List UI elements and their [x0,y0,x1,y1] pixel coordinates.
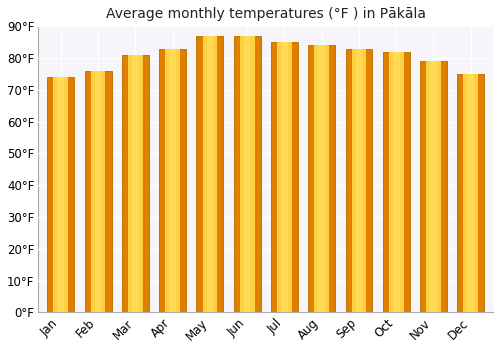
Bar [346,49,372,313]
Bar [132,55,138,313]
Bar [84,71,112,313]
Bar [389,52,404,313]
Bar [426,61,441,313]
Bar [244,36,250,313]
Bar [54,77,68,313]
Bar [464,74,478,313]
Bar [314,46,329,313]
Bar [277,42,292,313]
Bar [128,55,142,313]
Bar [159,49,186,313]
Bar [468,74,474,313]
Bar [196,36,224,313]
Title: Average monthly temperatures (°F ) in Pākāla: Average monthly temperatures (°F ) in Pā… [106,7,426,21]
Bar [90,71,106,313]
Bar [234,36,260,313]
Bar [281,42,288,313]
Bar [318,46,325,313]
Bar [206,36,213,313]
Bar [458,74,484,313]
Bar [165,49,180,313]
Bar [271,42,298,313]
Bar [356,49,362,313]
Bar [58,77,64,313]
Bar [240,36,254,313]
Bar [383,52,409,313]
Bar [420,61,447,313]
Bar [94,71,102,313]
Bar [48,77,74,313]
Bar [430,61,437,313]
Bar [122,55,149,313]
Bar [170,49,176,313]
Bar [352,49,366,313]
Bar [202,36,218,313]
Bar [308,46,335,313]
Bar [393,52,400,313]
